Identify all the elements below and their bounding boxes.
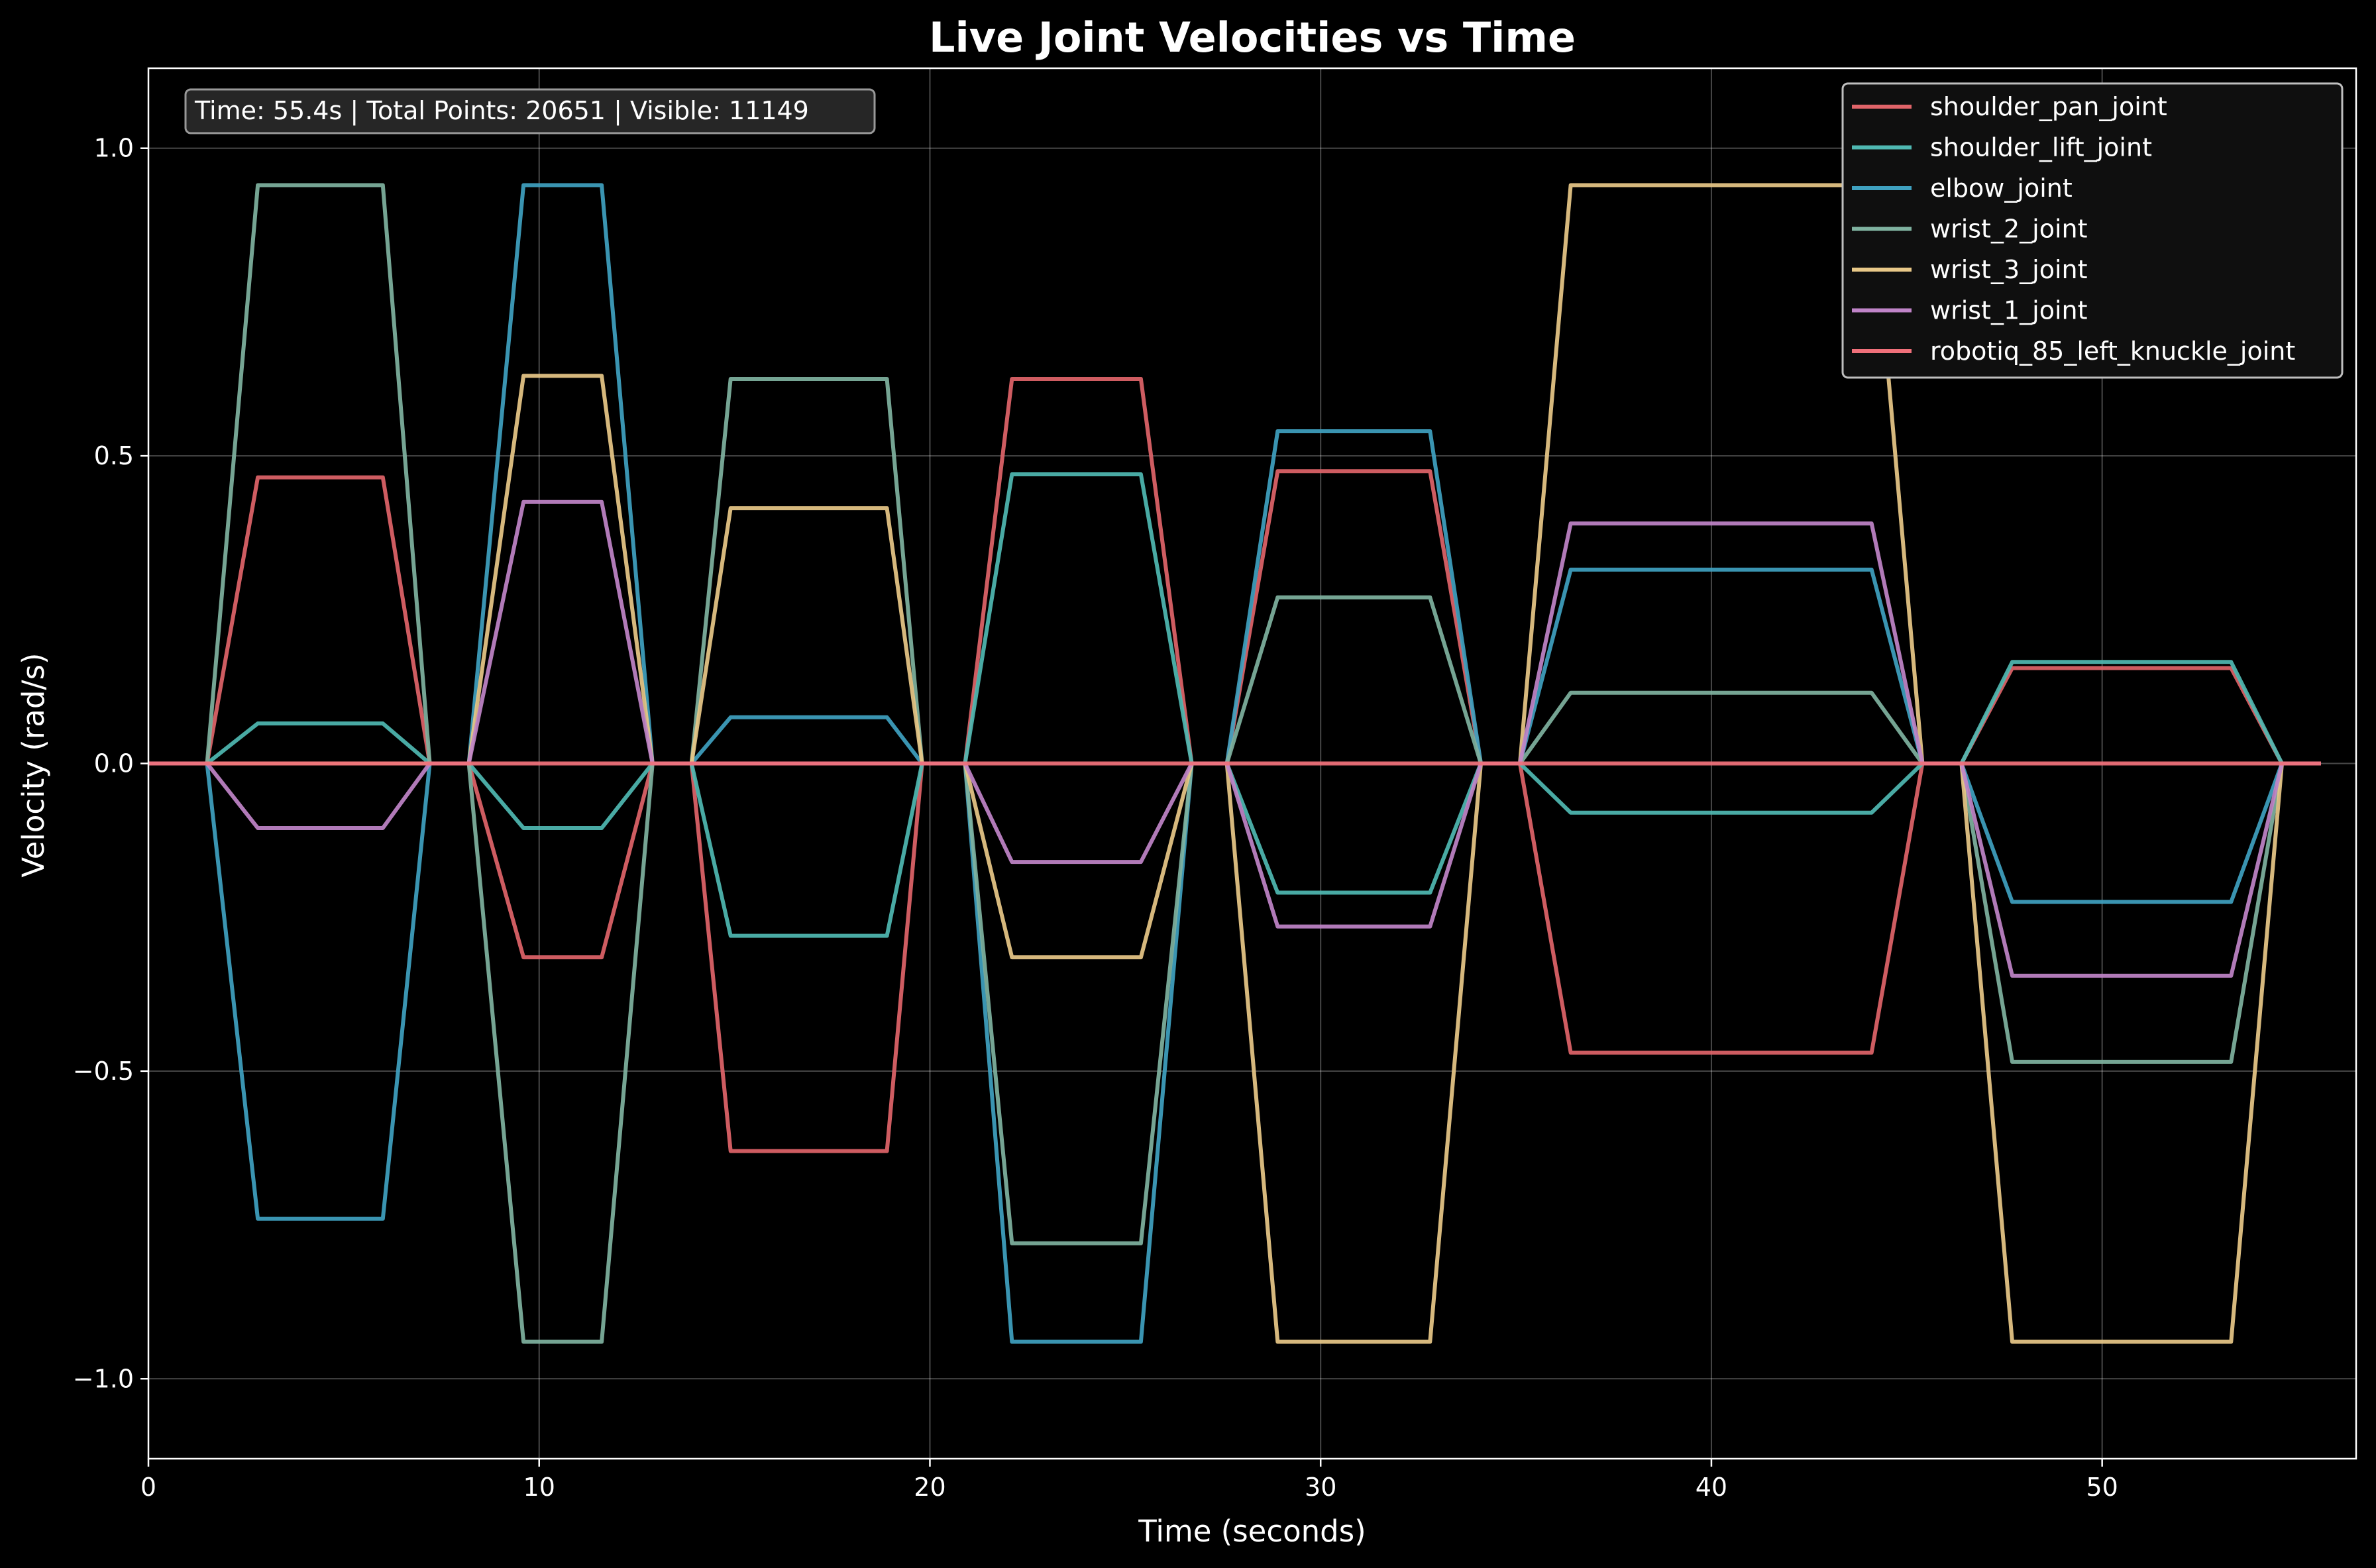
x-axis-label: Time (seconds) xyxy=(1138,1514,1366,1549)
legend-label: wrist_3_joint xyxy=(1930,255,2087,284)
legend-label: robotiq_85_left_knuckle_joint xyxy=(1930,337,2295,366)
y-tick-label: 0.5 xyxy=(94,441,134,470)
y-tick-label: −1.0 xyxy=(73,1364,134,1393)
y-tick-label: 1.0 xyxy=(94,134,134,163)
x-axis-ticks: 0 10 20 30 40 50 xyxy=(140,1459,2118,1502)
x-tick-label: 50 xyxy=(2086,1473,2118,1502)
y-axis-label: Velocity (rad/s) xyxy=(16,653,51,877)
info-box-frame xyxy=(184,88,876,134)
legend-label: wrist_2_joint xyxy=(1930,215,2087,244)
x-tick-label: 0 xyxy=(140,1473,156,1502)
info-text: Time: 55.4s | Total Points: 20651 | Visi… xyxy=(194,96,809,126)
legend-frame xyxy=(1841,82,2344,379)
info-box: Time: 55.4s | Total Points: 20651 | Visi… xyxy=(184,88,876,134)
x-tick-label: 20 xyxy=(914,1473,945,1502)
legend-label: shoulder_pan_joint xyxy=(1930,92,2167,121)
y-tick-label: 0.0 xyxy=(94,749,134,778)
legend-label: shoulder_lift_joint xyxy=(1930,133,2152,162)
y-tick-label: −0.5 xyxy=(73,1057,134,1086)
legend: shoulder_pan_joint shoulder_lift_jointelb… xyxy=(1841,82,2344,379)
legend-label: wrist_1_joint xyxy=(1930,296,2087,325)
y-axis-ticks: 1.0 0.5 0.0 −0.5 −1.0 xyxy=(73,134,148,1393)
series-lines xyxy=(148,183,2321,1344)
x-tick-label: 30 xyxy=(1305,1473,1336,1502)
x-tick-label: 40 xyxy=(1696,1473,1727,1502)
legend-label: elbow_joint xyxy=(1930,174,2073,203)
x-tick-label: 10 xyxy=(523,1473,555,1502)
chart-title: Live Joint Velocities vs Time xyxy=(929,13,1576,62)
